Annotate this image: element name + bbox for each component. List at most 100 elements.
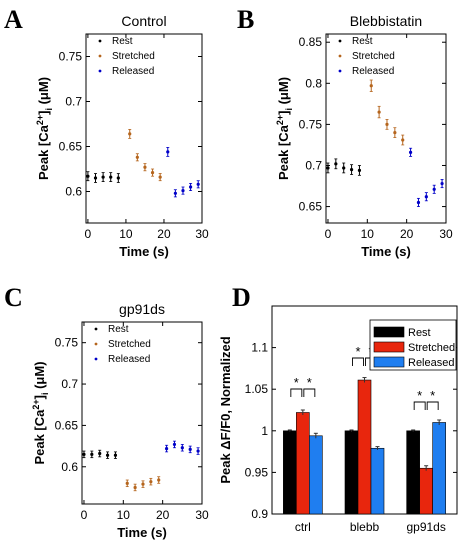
bar — [344, 430, 359, 515]
data-point — [166, 150, 170, 154]
panel-title: Blebbistatin — [350, 13, 422, 29]
legend-marker — [98, 39, 102, 43]
x-tick-label: 10 — [119, 227, 133, 241]
significance-star: * — [355, 344, 360, 359]
bar — [370, 447, 385, 515]
legend-entry: Rest — [352, 36, 373, 47]
x-tick-label: 20 — [156, 508, 170, 522]
legend-entry: Released — [108, 354, 150, 365]
y-axis-label-part: i — [44, 108, 54, 111]
significance-bracket — [426, 401, 439, 410]
data-point — [357, 168, 362, 173]
legend-swatch — [373, 341, 405, 353]
y-tick-label: 0.7 — [61, 377, 78, 391]
x-tick-label: 10 — [361, 227, 375, 241]
data-point — [164, 446, 169, 451]
data-point — [188, 447, 192, 451]
y-tick-label: 0.6 — [61, 460, 78, 474]
legend-entry: Released — [408, 357, 454, 369]
category-label: gp91ds — [406, 520, 445, 534]
panel-b: B 0.65 0.7 0.75 0.8 0.85 Blebbistatin 0 10 20 30 Ti… — [237, 5, 453, 259]
data-point — [149, 480, 153, 484]
x-axis-label: Time (s) — [117, 525, 167, 540]
data-point — [86, 174, 90, 178]
data-point — [109, 175, 113, 179]
legend-marker — [338, 54, 342, 58]
data-point — [196, 182, 200, 186]
data-point — [424, 195, 428, 199]
data-point — [369, 84, 373, 88]
data-point — [157, 478, 161, 482]
panel-letter: A — [4, 5, 23, 34]
data-point — [349, 167, 354, 172]
y-tick-label: 0.65 — [299, 200, 323, 214]
data-point — [181, 189, 185, 193]
data-point — [385, 122, 389, 126]
y-axis-label-part: 2+ — [275, 115, 285, 125]
x-tick-label: 20 — [157, 227, 171, 241]
data-point — [141, 482, 145, 486]
legend-swatch — [373, 326, 405, 338]
x-tick-label: 10 — [117, 508, 131, 522]
legend-entry: Rest — [112, 36, 133, 47]
legend-swatch — [373, 356, 405, 368]
bar — [432, 422, 446, 515]
significance-bracket — [413, 401, 426, 410]
legend-marker — [94, 357, 98, 361]
bar — [283, 430, 297, 515]
legend-entry: Stretched — [112, 51, 155, 62]
y-axis-label-part: ] — [276, 111, 291, 115]
y-tick-label: 1 — [261, 424, 268, 438]
y-tick-label: 0.6 — [65, 185, 82, 199]
bar — [309, 435, 323, 515]
y-tick-label: 0.7 — [65, 95, 82, 109]
legend-marker — [94, 342, 98, 346]
legend-marker — [94, 327, 98, 331]
data-point — [172, 442, 177, 447]
data-point — [440, 181, 444, 186]
data-point — [196, 449, 200, 453]
y-tick-label: 1.05 — [245, 382, 269, 396]
data-point — [393, 131, 397, 135]
panel-letter: D — [232, 283, 251, 312]
data-point — [128, 132, 132, 136]
data-point — [98, 451, 102, 456]
data-point — [105, 453, 110, 457]
x-tick-label: 30 — [195, 508, 209, 522]
legend-marker — [98, 69, 102, 73]
data-point — [150, 171, 155, 175]
y-axis-label-part: (μM) — [276, 77, 291, 108]
y-axis-label: Peak [Ca2+]i (μM) — [275, 77, 294, 180]
y-axis-label-part: ] — [32, 395, 47, 399]
y-tick-label: 0.65 — [59, 140, 83, 154]
data-point — [113, 453, 118, 457]
x-axis-label: Time (s) — [119, 244, 169, 259]
bar — [296, 412, 310, 515]
data-point — [173, 191, 177, 195]
axes-box — [85, 33, 203, 224]
y-axis-label-part: 2+ — [31, 399, 41, 409]
x-tick-label: 20 — [400, 227, 414, 241]
data-point — [401, 138, 405, 142]
panel-d: D0.90.9511.051.1ctrl**blebb**gp91ds**Pea… — [218, 283, 458, 534]
y-tick-label: 0.65 — [55, 418, 79, 432]
y-axis-label: Peak [Ca2+]i (μM) — [35, 77, 54, 180]
legend-marker — [98, 54, 102, 58]
y-axis-label-part: ] — [36, 111, 51, 115]
x-tick-label: 0 — [325, 227, 332, 241]
significance-star: * — [417, 388, 422, 403]
data-point — [116, 176, 120, 180]
y-tick-label: 0.75 — [299, 117, 323, 131]
legend-entry: Stretched — [108, 339, 151, 350]
y-axis-label-part: (μM) — [36, 77, 51, 108]
legend-entry: Stretched — [352, 51, 395, 62]
y-tick-label: 0.9 — [251, 507, 268, 521]
legend-entry: Stretched — [408, 342, 455, 354]
y-tick-label: 0.8 — [305, 76, 322, 90]
legend-entry: Released — [352, 66, 394, 77]
data-point — [101, 175, 105, 179]
panel-title: Control — [121, 13, 166, 29]
x-tick-label: 0 — [81, 508, 88, 522]
y-axis-label-part: Peak [Ca — [276, 124, 291, 180]
